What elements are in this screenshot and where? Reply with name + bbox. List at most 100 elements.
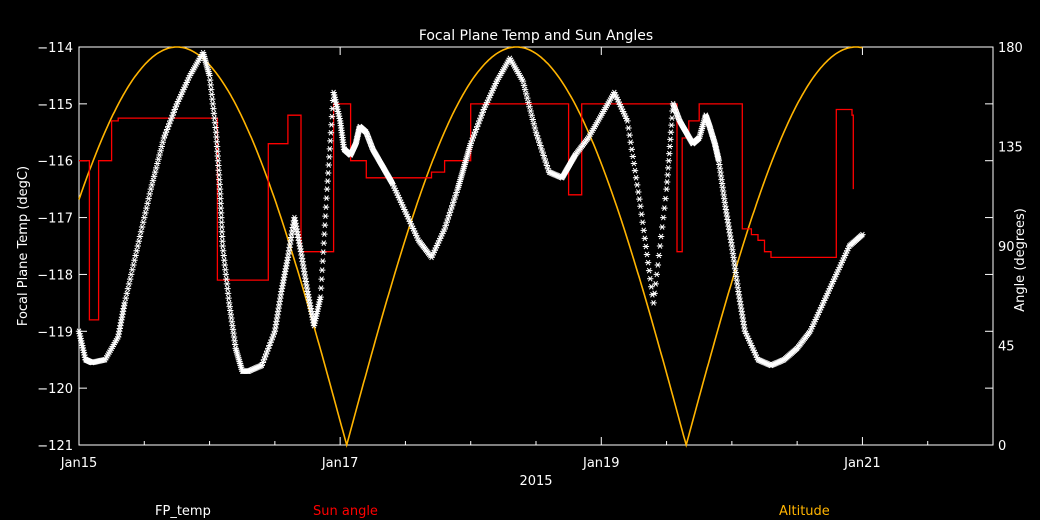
y2-tick-label: 0 [998,439,1006,454]
fp-temp-point [124,285,132,292]
fp-temp-point [626,132,633,138]
fp-temp-point [632,174,640,181]
fp-temp-point [321,231,328,238]
y-tick-label: −114 [37,41,73,56]
fp-temp-point [625,125,632,131]
fp-temp-point [320,240,328,247]
fp-temp-point [215,162,222,169]
fp-temp-point [218,224,225,230]
fp-temp-point [155,156,162,163]
fp-temp-point [162,129,170,136]
fp-temp-point [526,103,533,110]
fp-temp-point [477,115,484,121]
fp-temp-point [666,150,673,157]
fp-temp-point [665,164,672,171]
fp-temp-point [468,137,476,144]
fp-temp-point [643,251,651,258]
fp-temp-point [131,257,138,264]
fp-temp-point [216,181,223,188]
fp-temp-point [648,283,655,290]
fp-temp-point [322,204,330,211]
fp-temp-point [325,162,332,168]
fp-temp-point [211,119,219,126]
fp-temp-point [167,118,174,124]
fp-temp-point [664,172,671,178]
fp-temp-point [318,276,325,283]
y-tick-label: −119 [37,325,73,340]
fp-temp-point [530,120,538,127]
fp-temp-point [157,147,164,154]
fp-temp-point [541,155,548,162]
series-altitude-line [78,46,863,449]
x-axis-ticks: Jan15 Jan17 Jan19 Jan21 [60,47,929,471]
fp-temp-point [525,99,532,106]
fp-temp-point [651,290,658,297]
fp-temp-point [659,224,666,230]
fp-temp-point [443,219,450,226]
fp-temp-point [143,205,150,211]
fp-temp-point [538,146,545,152]
fp-temp-point [217,195,224,202]
fp-temp-point [661,205,668,211]
fp-temp-point [327,129,335,136]
fp-temp-point [479,109,486,116]
fp-temp-point [206,72,213,79]
fp-temp-point [219,247,227,254]
fp-temp-point [221,262,229,268]
fp-temp-point [221,257,228,264]
fp-temp-point [216,176,223,183]
fp-temp-point [148,182,156,188]
fp-temp-point [470,132,478,138]
fp-temp-point [663,179,671,185]
fp-temp-point [665,157,672,164]
fp-temp-point [633,182,641,188]
y-tick-label: −118 [37,268,73,283]
fp-temp-point [644,259,652,266]
y2-tick-label: 45 [998,340,1015,355]
fp-temp-point [153,164,160,171]
fp-temp-point [216,186,224,193]
fp-temp-point [447,206,455,212]
fp-temp-point [126,276,134,283]
fp-temp-point [326,146,334,152]
fp-temp-point [146,191,153,197]
fp-temp-point [323,195,330,202]
fp-temp-point [211,115,218,121]
fp-temp-point [628,146,635,153]
legend: FP_temp Sun angle Altitude [155,504,830,519]
legend-altitude: Altitude [779,504,830,519]
x-tick-label: Jan21 [843,456,881,471]
fp-temp-point [207,82,214,88]
fp-temp-point [636,196,643,202]
fp-temp-point [653,271,660,278]
x-tick-label: Jan17 [321,456,359,471]
fp-temp-point [450,199,457,206]
fp-temp-point [170,109,177,116]
fp-temp-point [224,290,232,297]
fp-temp-point [209,96,216,102]
fp-temp-point [534,136,542,142]
fp-temp-point [214,148,221,155]
fp-temp-point [158,143,165,150]
fp-temp-point [326,154,333,160]
fp-temp-point [171,106,178,113]
fp-temp-point [215,167,222,174]
fp-temp-point [472,126,480,133]
legend-fp-temp: FP_temp [155,504,211,519]
fp-temp-point [223,276,230,283]
fp-temp-point [144,200,151,207]
fp-temp-point [531,125,539,131]
fp-temp-point [528,112,535,119]
fp-temp-point [267,339,274,346]
fp-temp-point [223,281,231,287]
fp-temp-point [121,299,128,306]
fp-temp-point [265,345,272,352]
fp-temp-point [630,160,638,167]
fp-temp-point [145,195,152,202]
fp-temp-point [219,238,226,245]
fp-temp-point [213,134,220,140]
fp-temp-point [169,112,176,119]
fp-temp-point [259,359,267,366]
fp-temp-point [258,362,265,369]
fp-temp-point [206,77,214,84]
